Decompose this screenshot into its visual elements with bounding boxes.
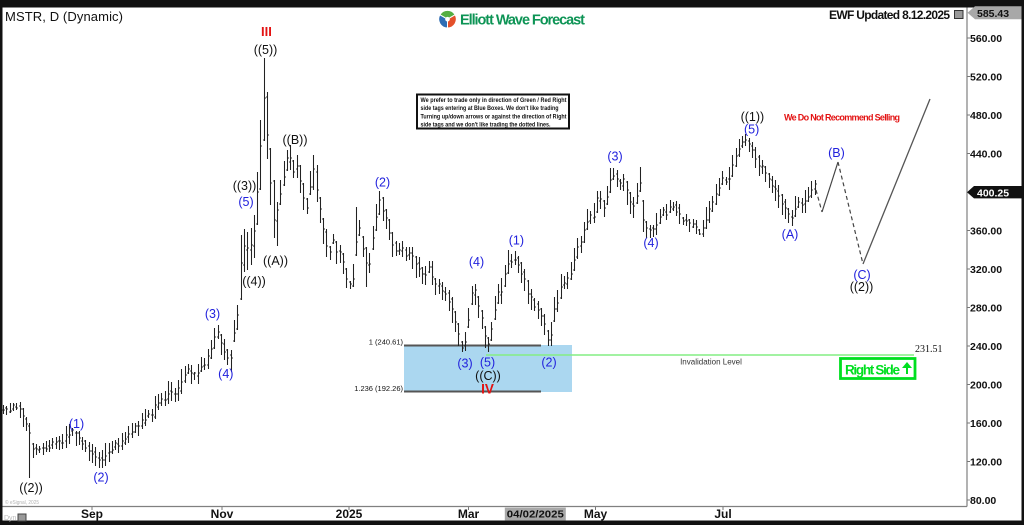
svg-text:(5): (5): [744, 122, 759, 136]
svg-text:IV: IV: [481, 382, 494, 397]
svg-text:((C)): ((C)): [475, 369, 501, 383]
svg-text:((3)): ((3)): [233, 179, 257, 193]
svg-text:(4): (4): [218, 367, 233, 381]
svg-text:(4): (4): [643, 236, 658, 250]
svg-text:200.00: 200.00: [970, 379, 1002, 391]
svg-text:Sep: Sep: [81, 507, 103, 521]
svg-text:80.00: 80.00: [970, 495, 996, 507]
svg-text:(2): (2): [541, 356, 556, 370]
svg-text:(4): (4): [469, 255, 484, 269]
svg-text:side tags and we don't like tr: side tags and we don't like trading the …: [421, 121, 551, 128]
svg-text:((2)): ((2)): [19, 481, 43, 495]
svg-text:160.00: 160.00: [970, 418, 1002, 430]
svg-text:(3): (3): [457, 357, 472, 371]
svg-text:(3): (3): [607, 149, 622, 163]
svg-text:We Do Not Recommend Selling: We Do Not Recommend Selling: [784, 113, 900, 123]
svg-text:2025: 2025: [336, 507, 363, 521]
svg-text:((2)): ((2)): [850, 280, 874, 294]
svg-text:Elliott Wave Forecast: Elliott Wave Forecast: [460, 13, 585, 29]
svg-text:III: III: [261, 24, 272, 39]
svg-text:400.25: 400.25: [977, 187, 1009, 199]
svg-text:Invalidation Level: Invalidation Level: [680, 358, 742, 367]
svg-text:(A): (A): [782, 228, 799, 242]
svg-text:((4)): ((4)): [242, 275, 266, 289]
svg-text:360.00: 360.00: [970, 225, 1002, 237]
svg-text:(1): (1): [509, 234, 524, 248]
svg-text:Dyn: Dyn: [4, 515, 17, 522]
svg-text:560.00: 560.00: [970, 33, 1002, 45]
svg-text:520.00: 520.00: [970, 71, 1002, 83]
svg-text:120.00: 120.00: [970, 456, 1002, 468]
svg-text:(1): (1): [69, 417, 84, 431]
svg-text:(B): (B): [828, 146, 845, 160]
svg-text:((A)): ((A)): [263, 254, 288, 268]
svg-text:May: May: [584, 507, 608, 521]
svg-text:(5): (5): [238, 195, 253, 209]
svg-text:(5): (5): [480, 356, 495, 370]
svg-text:Right Side: Right Side: [845, 363, 900, 378]
svg-text:480.00: 480.00: [970, 110, 1002, 122]
svg-text:EWF Updated 8.12.2025: EWF Updated 8.12.2025: [829, 8, 950, 22]
svg-text:(3): (3): [205, 307, 220, 321]
svg-text:Jul: Jul: [714, 507, 731, 521]
svg-text:((5)): ((5)): [254, 43, 278, 57]
svg-text:(2): (2): [375, 176, 390, 190]
svg-text:04/02/2025: 04/02/2025: [507, 509, 564, 521]
svg-text:((B)): ((B)): [283, 133, 308, 147]
svg-text:((1)): ((1)): [741, 110, 765, 124]
svg-text:280.00: 280.00: [970, 302, 1002, 314]
svg-text:We prefer to trade only in dir: We prefer to trade only in direction of …: [421, 97, 568, 104]
svg-text:(2): (2): [93, 471, 108, 485]
svg-text:MSTR, D (Dynamic): MSTR, D (Dynamic): [5, 9, 123, 24]
svg-text:240.00: 240.00: [970, 341, 1002, 353]
svg-text:320.00: 320.00: [970, 264, 1002, 276]
svg-text:(C): (C): [853, 268, 870, 282]
svg-text:1.236 (192.26): 1.236 (192.26): [354, 384, 403, 393]
svg-text:440.00: 440.00: [970, 148, 1002, 160]
svg-text:© eSignal, 2025: © eSignal, 2025: [5, 499, 39, 506]
svg-text:side tags entering at Blue Box: side tags entering at Blue Boxes. We don…: [421, 105, 559, 112]
svg-text:585.43: 585.43: [977, 8, 1009, 20]
svg-text:Mar: Mar: [458, 507, 480, 521]
svg-text:Turning up/down arrows or agai: Turning up/down arrows or against the di…: [421, 114, 568, 121]
svg-text:231.51: 231.51: [915, 344, 943, 355]
svg-text:Nov: Nov: [211, 507, 234, 521]
svg-text:1 (240.61): 1 (240.61): [369, 338, 404, 347]
